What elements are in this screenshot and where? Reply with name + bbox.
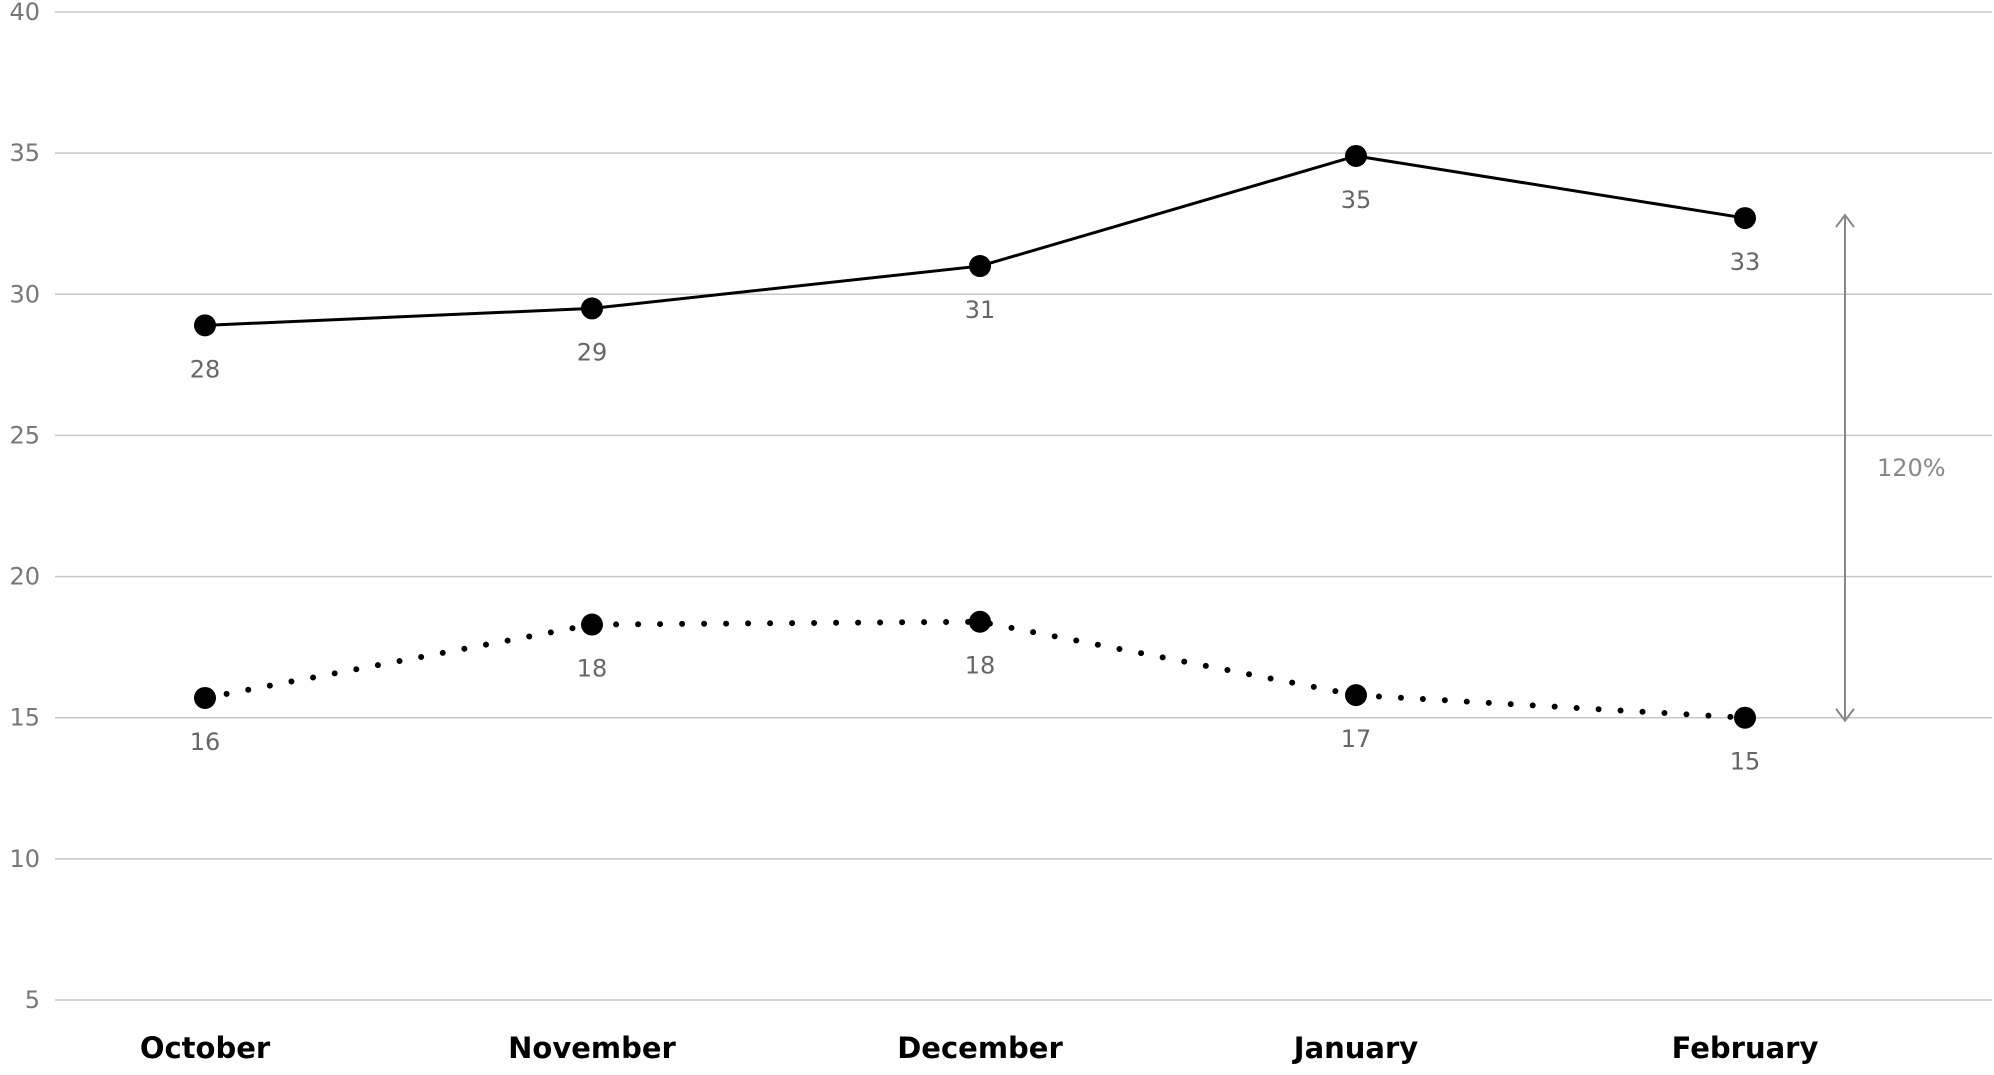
- data-point: [194, 314, 216, 337]
- data-label: 15: [1730, 748, 1761, 776]
- annotation-label: 120%: [1877, 454, 1946, 482]
- x-tick-label: December: [897, 1031, 1063, 1065]
- data-point: [969, 255, 991, 278]
- data-point: [969, 610, 991, 633]
- data-label: 28: [190, 355, 221, 383]
- series-lines: [202, 154, 1748, 721]
- data-point: [1734, 207, 1756, 230]
- data-label: 33: [1730, 248, 1761, 276]
- data-label: 29: [577, 338, 608, 366]
- y-tick-label: 40: [9, 0, 40, 26]
- y-tick-label: 5: [25, 986, 40, 1014]
- data-point: [194, 686, 216, 709]
- data-labels: 28 29 31 35 33 16 18 18 17 15: [190, 186, 1761, 776]
- x-tick-label: January: [1292, 1031, 1419, 1065]
- y-tick-label: 15: [9, 704, 40, 732]
- data-label: 18: [965, 652, 996, 680]
- data-point: [581, 613, 603, 636]
- data-label: 17: [1341, 725, 1372, 753]
- x-tick-label: February: [1672, 1031, 1819, 1065]
- data-point: [1734, 706, 1756, 729]
- annotation: 120%: [1835, 213, 1946, 723]
- annotation-arrowhead-bottom: [1835, 708, 1855, 723]
- data-points: [194, 144, 1756, 729]
- data-point: [1345, 684, 1367, 707]
- y-tick-label: 10: [9, 845, 40, 873]
- grid-lines: [55, 11, 1992, 1001]
- data-point: [581, 297, 603, 320]
- annotation-arrowhead-top: [1835, 213, 1855, 228]
- data-label: 16: [190, 728, 221, 756]
- data-label: 31: [965, 296, 996, 324]
- y-tick-label: 35: [9, 139, 40, 167]
- x-axis-ticks: October November December January February: [140, 1031, 1819, 1065]
- data-label: 35: [1341, 186, 1372, 214]
- data-point: [1345, 144, 1367, 167]
- series-line-2: [202, 618, 1748, 721]
- y-axis-ticks: 5 10 15 20 25 30 35 40: [9, 0, 40, 1014]
- data-label: 18: [577, 655, 608, 683]
- y-tick-label: 20: [9, 563, 40, 591]
- y-tick-label: 30: [9, 280, 40, 308]
- y-tick-label: 25: [9, 421, 40, 449]
- x-tick-label: November: [508, 1031, 676, 1065]
- x-tick-label: October: [140, 1031, 271, 1065]
